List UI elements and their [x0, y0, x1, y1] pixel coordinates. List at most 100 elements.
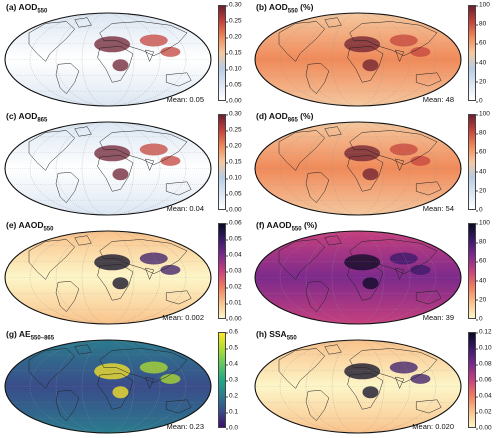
panel-label: (e) — [6, 220, 19, 230]
colorbar-tick-label: 0.00 — [226, 97, 242, 105]
longitude-gridline — [279, 122, 437, 215]
colorbar — [218, 114, 226, 210]
colorbar-tick-label: 0.05 — [226, 190, 242, 198]
colorbar-tick-label: 0.30 — [226, 110, 242, 118]
coastline-samerica — [55, 390, 80, 422]
panel-label: (h) — [256, 329, 270, 339]
coastline-namerica — [278, 239, 326, 280]
coastline-eurasia — [349, 130, 438, 165]
world-map — [254, 121, 462, 216]
mean-value: Mean: 0.04 — [166, 204, 204, 213]
panel-title: (h) SSA550 — [256, 329, 297, 342]
longitude-gridline — [279, 231, 437, 324]
colorbar-tick-label: 80 — [475, 20, 487, 28]
coastline-eurasia — [349, 21, 438, 56]
coastline-africa — [347, 372, 384, 410]
world-map — [254, 230, 462, 325]
colorbar-tick-label: 0.00 — [226, 206, 242, 214]
colorbar-tick-label: 20 — [475, 296, 487, 304]
coastline-greenland — [74, 235, 92, 246]
colorbar — [468, 114, 476, 210]
variable-name: AE — [18, 329, 31, 339]
longitude-gridline — [81, 231, 135, 324]
colorbar-tick-label: 0.00 — [226, 315, 242, 323]
world-map — [254, 339, 462, 434]
colorbar-tick-label: 0.25 — [226, 17, 242, 25]
longitude-gridline — [29, 122, 187, 215]
coastline-australia — [165, 181, 192, 196]
high-value-region — [362, 277, 379, 290]
mean-value: Mean: 48 — [422, 95, 454, 104]
colorbar-tick-label: 0.00 — [476, 424, 492, 432]
mean-value: Mean: 54 — [422, 204, 454, 213]
high-value-region — [112, 59, 129, 72]
colorbar-tick-label: 40 — [475, 168, 487, 176]
high-value-region — [112, 168, 129, 181]
panel-label: (f) — [256, 220, 267, 230]
panel-title: (d) AOD865 (%) — [256, 111, 313, 124]
colorbar-ticks: 100 80 60 40 20 0 — [475, 1, 500, 105]
panel-title: (f) AAOD550 (%) — [256, 220, 317, 233]
longitude-gridline — [331, 340, 385, 433]
coastline-india — [145, 376, 155, 390]
high-value-region — [410, 46, 431, 57]
colorbar-tick-label: 20 — [475, 187, 487, 195]
variable-unit: (%) — [297, 2, 314, 12]
longitude-gridline — [305, 122, 411, 215]
variable-name: AAOD — [266, 220, 292, 230]
panel-label: (d) — [256, 111, 269, 121]
colorbar-tick-label: 0.04 — [476, 392, 492, 400]
coastline-greenland — [324, 235, 342, 246]
colorbar-tick-label: 40 — [475, 277, 487, 285]
colorbar-tick-label: 100 — [476, 1, 490, 9]
colorbar-tick-label: 100 — [476, 110, 490, 118]
coastline-africa — [347, 45, 384, 83]
colorbar-ticks: 100 80 60 40 20 0 — [475, 220, 500, 323]
coastline-australia — [165, 72, 192, 87]
mean-value: Mean: 39 — [422, 313, 454, 322]
colorbar — [468, 223, 476, 319]
coastline-australia — [415, 72, 442, 87]
coastline-africa — [347, 263, 384, 301]
coastline-africa — [97, 372, 134, 410]
colorbar-ticks: 0.30 0.25 0.20 0.15 0.10 0.05 0.00 — [226, 110, 251, 214]
colorbar-tick-label: 0.20 — [226, 142, 242, 150]
high-value-region — [160, 264, 181, 275]
colorbar-tick-label: 0.5 — [225, 344, 239, 352]
colorbar-tick-label: 0.05 — [226, 81, 242, 89]
colorbar-tick-label: 20 — [475, 78, 487, 86]
colorbar-ticks: 0.06 0.05 0.04 0.03 0.02 0.01 0.00 — [226, 220, 251, 323]
map-border — [254, 230, 462, 325]
longitude-gridline — [29, 231, 187, 324]
high-value-region — [344, 363, 381, 380]
map-panel-d: (d) AOD865 (%) Mean: 54 100 80 60 40 20 0 — [250, 109, 500, 218]
coastline-india — [145, 158, 155, 172]
coastline-eurasia — [99, 21, 188, 56]
high-value-region — [160, 373, 181, 384]
colorbar-tick-label: 0 — [476, 315, 483, 323]
panel-label: (g) — [6, 329, 19, 339]
variable-subscript: 550 — [37, 8, 48, 15]
colorbar-tick-label: 0.02 — [226, 283, 242, 291]
longitude-gridline — [331, 122, 385, 215]
longitude-gridline — [279, 340, 437, 433]
longitude-gridline — [55, 13, 161, 106]
colorbar-tick-label: 0 — [476, 206, 483, 214]
map-panel-g: (g) AE550–865 Mean: 0.23 0.6 0.5 0.4 0.3 0.2 0.… — [0, 327, 250, 436]
coastline-samerica — [305, 281, 330, 313]
map-border — [4, 339, 212, 434]
coastline-africa — [97, 154, 134, 192]
coastline-samerica — [305, 172, 330, 204]
longitude-gridline — [331, 231, 385, 324]
panel-title: (e) AAOD550 — [6, 220, 53, 233]
coastline-africa — [97, 263, 134, 301]
variable-name: AOD — [18, 2, 38, 12]
map-panel-a: (a) AOD550 Mean: 0.05 0.30 0.25 0.20 0.15 0.10… — [0, 0, 250, 109]
longitude-gridline — [331, 13, 385, 106]
colorbar — [218, 5, 226, 101]
high-value-region — [139, 361, 168, 374]
colorbar-tick-label: 0.12 — [476, 328, 492, 336]
variable-subscript: 550 — [43, 226, 54, 233]
coastline-eurasia — [99, 348, 188, 383]
colorbar-tick-label: 0 — [476, 97, 483, 105]
